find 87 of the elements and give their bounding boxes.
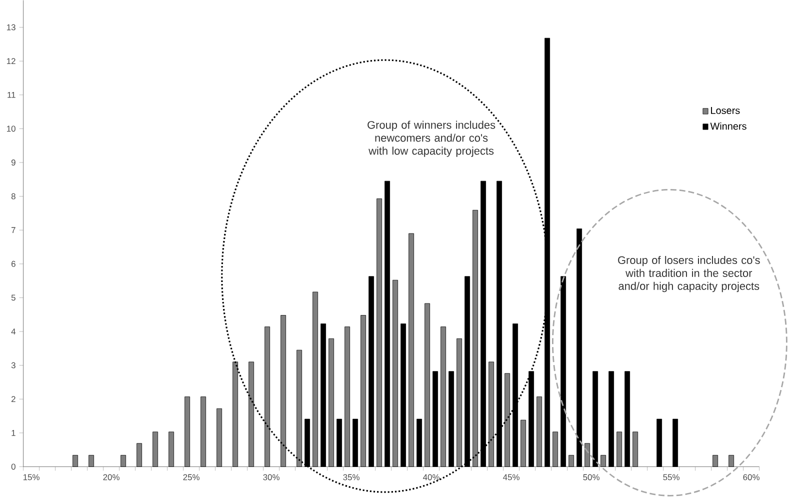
bar	[320, 324, 326, 467]
bar	[200, 396, 206, 467]
bar	[360, 315, 366, 467]
bar	[432, 371, 438, 467]
bar	[368, 276, 374, 467]
bar	[88, 455, 94, 467]
y-tick-label: 10	[7, 126, 16, 132]
bar	[608, 371, 614, 467]
bar	[384, 180, 390, 467]
bar	[352, 418, 358, 467]
bar	[232, 362, 238, 467]
y-tick-label: 0	[11, 464, 16, 470]
bar	[408, 233, 414, 467]
bar	[344, 326, 350, 467]
bar	[304, 418, 310, 467]
x-tick-label: 30%	[263, 474, 280, 480]
legend-label: Losers	[711, 107, 740, 114]
bar	[400, 324, 406, 467]
bar	[560, 276, 566, 467]
y-tick-label: 8	[11, 193, 16, 200]
x-tick-label: 40%	[423, 474, 440, 480]
annotation: Group of winners includes newcomers and/or co's with low capacity projects	[368, 120, 496, 157]
y-tick-label: 1	[12, 430, 16, 436]
y-tick-label: 12	[7, 58, 16, 64]
bar	[488, 362, 494, 467]
x-tick-label: 55%	[663, 474, 680, 480]
x-tick-label: 60%	[743, 474, 760, 480]
bar	[520, 420, 526, 467]
bar	[584, 443, 590, 467]
bar	[728, 455, 734, 467]
bar	[600, 455, 606, 467]
bar	[632, 432, 638, 467]
x-tick-label: 20%	[103, 474, 120, 480]
legend-label: Winners	[710, 122, 746, 130]
bar	[416, 418, 422, 467]
bar	[480, 180, 486, 467]
bar	[576, 228, 582, 467]
y-tick-label: 13	[7, 24, 16, 30]
bar	[72, 455, 78, 467]
bar	[280, 315, 286, 467]
bar	[392, 280, 398, 467]
y-tick-label: 11	[8, 92, 16, 98]
bar	[552, 432, 558, 467]
bar	[568, 455, 574, 467]
y-tick-label: 4	[11, 328, 16, 334]
bar	[184, 396, 190, 467]
bar	[512, 324, 518, 467]
bar	[496, 180, 502, 467]
bar	[120, 455, 126, 467]
bar	[456, 338, 462, 467]
bar	[336, 418, 342, 467]
bar	[528, 371, 534, 467]
x-tick-label: 25%	[183, 474, 200, 480]
bar	[440, 326, 446, 467]
y-tick-label: 2	[11, 396, 16, 402]
bar	[536, 396, 542, 467]
bar	[248, 362, 254, 467]
bar	[448, 371, 454, 467]
bar	[152, 432, 158, 467]
y-tick-label: 6	[12, 260, 16, 267]
x-tick-label: 45%	[503, 474, 520, 480]
bar	[216, 408, 222, 467]
bar	[168, 432, 174, 467]
x-tick-label: 50%	[583, 474, 600, 480]
bar	[712, 455, 718, 467]
bar	[136, 443, 142, 467]
bar	[312, 292, 318, 467]
y-tick-label: 3	[11, 362, 16, 368]
y-tick-label: 9	[11, 160, 16, 166]
bar	[656, 418, 662, 467]
bar	[464, 276, 470, 467]
x-tick-label: 35%	[343, 474, 360, 480]
bar	[592, 371, 598, 467]
x-tick-label: 15%	[23, 474, 40, 480]
bar	[328, 338, 334, 467]
bar	[424, 303, 430, 467]
annotation: Group of losers includes co's with tradition in the sector and/or high capacity projects	[618, 256, 760, 292]
bar	[504, 373, 510, 467]
bar	[616, 432, 622, 467]
y-tick-label: 7	[12, 227, 16, 234]
bar	[624, 371, 630, 467]
bar	[472, 210, 478, 467]
bar	[672, 418, 678, 467]
bar	[264, 326, 270, 467]
bar	[296, 350, 302, 467]
bar	[376, 198, 382, 467]
y-tick-label: 5	[11, 294, 16, 301]
